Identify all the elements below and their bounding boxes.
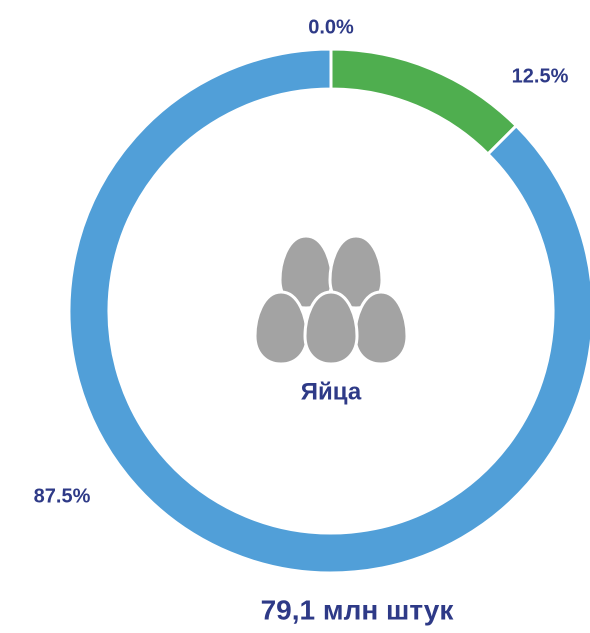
data-label: 0.0% xyxy=(308,16,354,38)
egg xyxy=(253,290,309,366)
donut-segment xyxy=(67,47,590,575)
data-label: 12.5% xyxy=(512,65,569,87)
egg xyxy=(278,234,334,310)
egg xyxy=(303,290,359,366)
donut-segment xyxy=(329,47,519,157)
footer: 79,1 млн штук xyxy=(261,594,455,625)
donut xyxy=(67,47,590,575)
egg xyxy=(328,234,384,310)
egg-icon xyxy=(253,234,409,366)
egg xyxy=(353,290,409,366)
data-label: 87.5% xyxy=(34,485,91,507)
center-label: Яйца xyxy=(301,378,362,405)
